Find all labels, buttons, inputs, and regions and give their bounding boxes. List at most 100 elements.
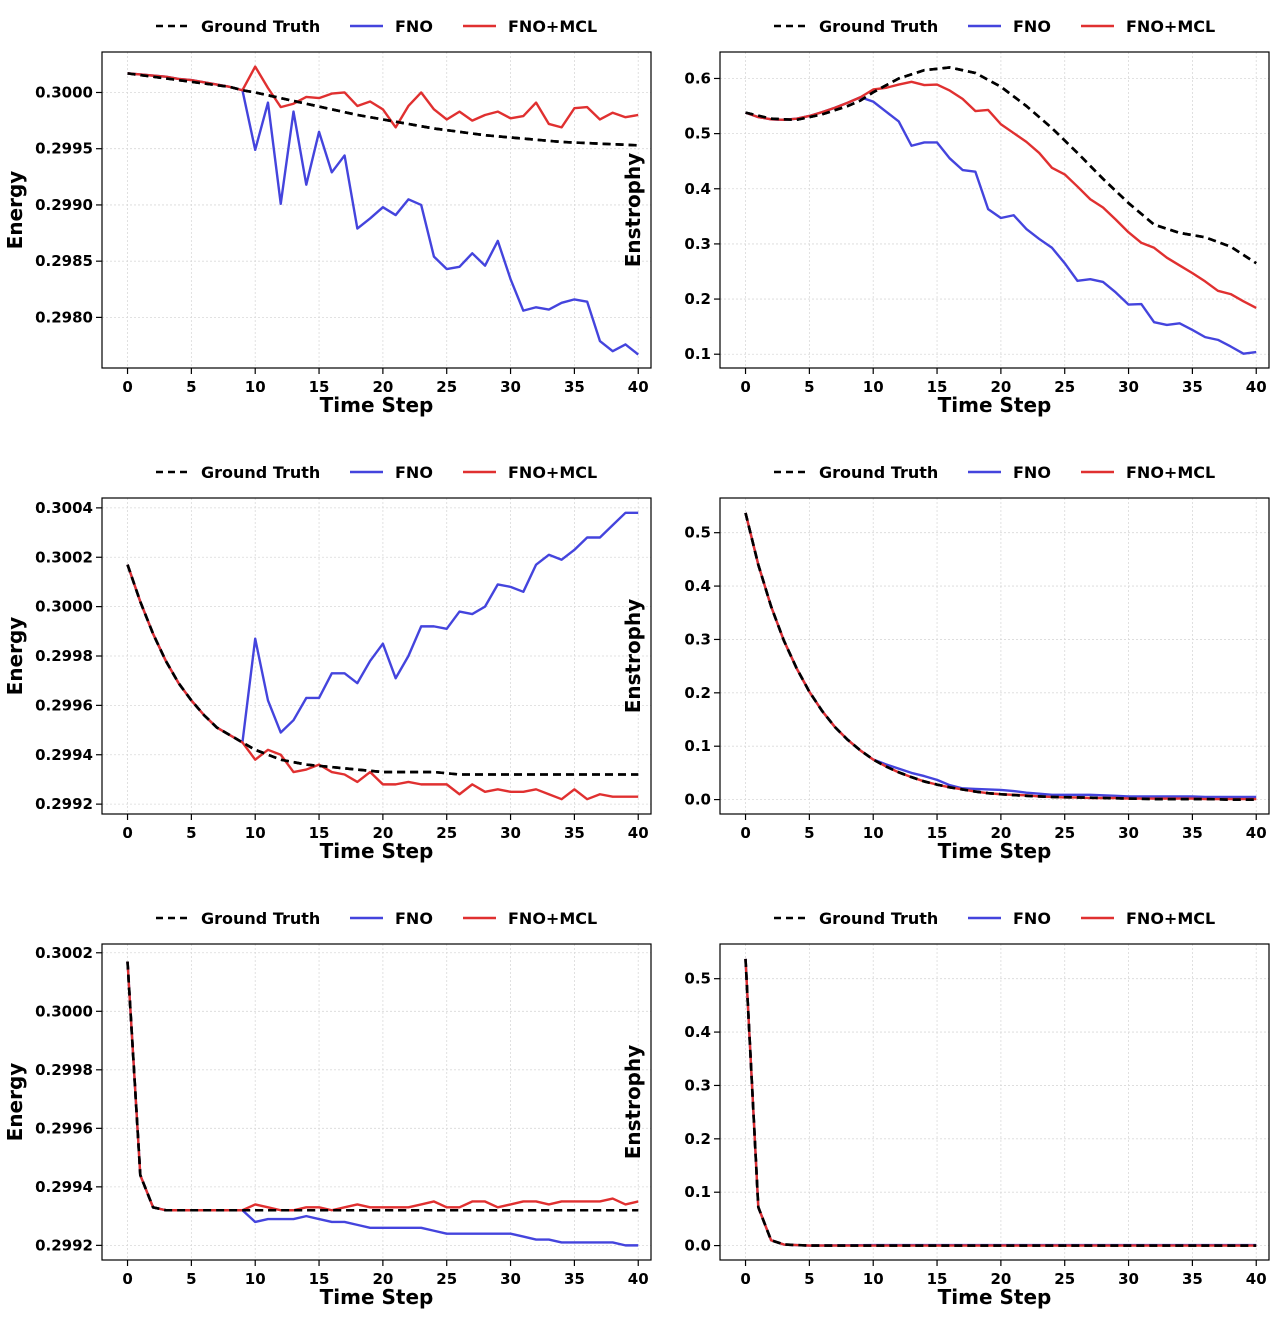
legend-label-ground-truth: Ground Truth [201,463,320,482]
y-tick-label: 0.2996 [35,1119,93,1137]
y-tick-label: 0.2998 [35,647,93,665]
plot-frame [719,943,1270,1261]
x-tick-label: 15 [927,1270,948,1288]
y-tick-label: 0.6 [684,69,711,87]
legend-label-ground-truth: Ground Truth [201,909,320,928]
y-tick-label: 0.4 [684,180,711,198]
series-line-fno-mcl [126,961,639,1212]
y-tick-label: 0.5 [684,524,711,542]
y-tick-label: 0.3000 [35,1002,93,1020]
y-axis-title: Enstrophy [621,599,645,714]
x-axis-title: Time Step [938,1285,1052,1309]
x-axis-title: Time Step [938,393,1052,417]
x-tick-label: 0 [122,824,132,842]
x-axis-title: Time Step [320,1285,434,1309]
x-tick-label: 25 [436,378,457,396]
chart-enstrophy-row1: 0 5 10 15 20 25 30 35 40 0.1 0.2 0.3 0.4 0.5 0.6 Time S… [621,17,1270,417]
x-tick-label: 40 [628,1270,649,1288]
y-tick-label: 0.1 [684,1183,711,1201]
chart-energy-row1: 0 5 10 15 20 25 30 35 40 0.2980 0.2985 0.2990 0.2995… [3,17,652,417]
legend-label-fno: FNO [1013,463,1051,482]
y-tick-label: 0.1 [684,345,711,363]
y-tick-label: 0.0 [684,791,711,809]
x-tick-label: 10 [863,1270,884,1288]
legend-label-fno: FNO [1013,909,1051,928]
x-tick-label: 30 [1118,824,1139,842]
y-tick-label: 0.2990 [35,196,93,214]
legend: Ground Truth FNO FNO+MCL [774,17,1215,36]
legend-label-ground-truth: Ground Truth [819,909,938,928]
x-tick-label: 5 [186,378,196,396]
x-tick-label: 35 [564,378,585,396]
y-tick-label: 0.4 [684,577,711,595]
legend: Ground Truth FNO FNO+MCL [156,463,597,482]
chart-enstrophy-row3: 0 5 10 15 20 25 30 35 40 0.0 0.1 0.2 0.3 0.4 0.5 Time S… [621,909,1270,1309]
x-tick-label: 30 [1118,1270,1139,1288]
x-tick-label: 30 [500,1270,521,1288]
x-tick-label: 25 [1054,1270,1075,1288]
y-axis-title: Enstrophy [621,153,645,268]
y-tick-label: 0.3004 [35,499,93,517]
y-axis-title: Energy [3,1063,27,1142]
x-tick-label: 20 [372,824,393,842]
x-tick-label: 35 [1182,378,1203,396]
x-tick-label: 5 [186,1270,196,1288]
y-tick-label: 0.2 [684,684,711,702]
y-tick-label: 0.2992 [35,795,93,813]
legend-label-fno: FNO [395,463,433,482]
plot-frame [719,51,1270,369]
x-axis-title: Time Step [320,393,434,417]
legend: Ground Truth FNO FNO+MCL [156,909,597,928]
x-tick-label: 35 [564,1270,585,1288]
x-tick-label: 15 [927,824,948,842]
x-tick-label: 30 [500,824,521,842]
legend-label-fno-mcl: FNO+MCL [1126,463,1215,482]
x-tick-label: 30 [500,378,521,396]
y-tick-label: 0.3 [684,235,711,253]
x-tick-label: 15 [309,1270,330,1288]
y-tick-label: 0.2 [684,290,711,308]
y-axis-title: Enstrophy [621,1045,645,1160]
series-line-ground-truth-overlay [126,564,639,776]
legend-label-fno-mcl: FNO+MCL [508,909,597,928]
plot-frame [101,943,652,1261]
legend-label-fno-mcl: FNO+MCL [508,463,597,482]
chart-energy-row2: 0 5 10 15 20 25 30 35 40 0.2992 0.2994 0.2996 0.2998… [3,463,652,863]
y-tick-label: 0.2994 [35,746,93,764]
x-tick-label: 20 [372,378,393,396]
x-tick-label: 40 [1246,1270,1267,1288]
y-tick-label: 0.2980 [35,308,93,326]
legend-label-ground-truth: Ground Truth [819,17,938,36]
x-tick-label: 15 [927,378,948,396]
x-tick-label: 20 [990,824,1011,842]
x-tick-label: 5 [804,824,814,842]
legend: Ground Truth FNO FNO+MCL [156,17,597,36]
y-tick-label: 0.3002 [35,548,93,566]
y-tick-label: 0.0 [684,1237,711,1255]
legend-label-fno-mcl: FNO+MCL [1126,909,1215,928]
y-tick-label: 0.2992 [35,1236,93,1254]
x-tick-label: 0 [122,1270,132,1288]
series-line-ground-truth-overlay [744,958,1257,1247]
y-tick-label: 0.5 [684,125,711,143]
x-tick-label: 15 [309,378,330,396]
y-tick-label: 0.3 [684,1076,711,1094]
legend-label-ground-truth: Ground Truth [819,463,938,482]
x-axis-title: Time Step [938,839,1052,863]
chart-enstrophy-row2: 0 5 10 15 20 25 30 35 40 0.0 0.1 0.2 0.3 0.4 0.5 Time S… [621,463,1270,863]
plot-frame [101,51,652,369]
x-tick-label: 10 [245,824,266,842]
x-tick-label: 5 [804,1270,814,1288]
legend-label-fno: FNO [1013,17,1051,36]
legend: Ground Truth FNO FNO+MCL [774,909,1215,928]
x-tick-label: 15 [309,824,330,842]
x-tick-label: 20 [990,1270,1011,1288]
x-axis-title: Time Step [320,839,434,863]
y-tick-label: 0.4 [684,1023,711,1041]
x-tick-label: 5 [186,824,196,842]
x-tick-label: 40 [628,378,649,396]
series-line-ground-truth-overlay [745,66,1257,265]
x-tick-label: 20 [372,1270,393,1288]
y-tick-label: 0.2994 [35,1178,93,1196]
